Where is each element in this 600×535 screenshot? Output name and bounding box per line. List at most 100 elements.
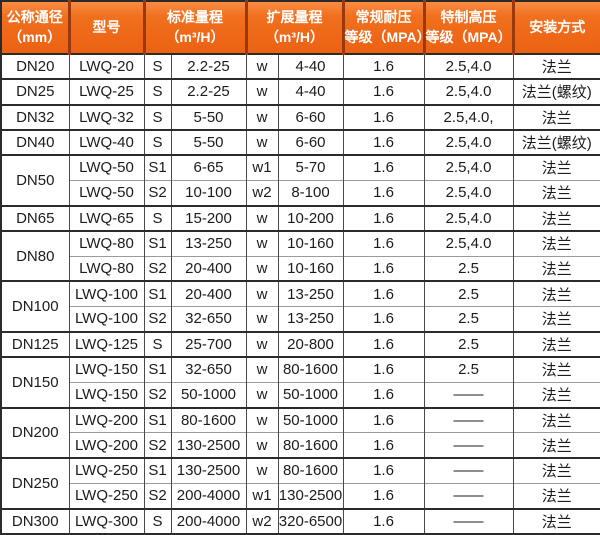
table-row: DN65 LWQ-65 S 15-200 w 10-200 1.6 2.5,4.0 法兰 xyxy=(0,204,600,231)
cell-extended-range-code: w xyxy=(245,229,278,256)
cell-normal-pressure-rating: 1.6 xyxy=(342,153,424,181)
cell-standard-range: 50-1000 xyxy=(170,381,246,408)
cell-nominal-diameter: DN125 xyxy=(0,330,69,357)
cell-extended-range: 80-1600 xyxy=(277,456,343,484)
cell-special-high-pressure-rating: 2.5,4.0 xyxy=(423,179,513,206)
cell-installation-method: 法兰 xyxy=(512,432,600,458)
cell-standard-range-code: S xyxy=(143,52,171,80)
cell-nominal-diameter: DN50 xyxy=(0,154,69,206)
cell-normal-pressure-rating: 1.6 xyxy=(342,432,424,458)
cell-standard-range: 32-650 xyxy=(170,355,246,383)
column-header-1: 公称通径 （mm） xyxy=(1,1,69,55)
table-row: LWQ-100 S2 32-650 w 13-250 1.6 2.5 法兰 xyxy=(1,305,600,332)
cell-extended-range-code: w xyxy=(245,280,278,307)
cell-normal-pressure-rating: 1.6 xyxy=(342,381,424,408)
cell-extended-range: 130-2500 xyxy=(277,482,343,509)
table-row: DN50 LWQ-50 S1 6-65 w1 5-70 1.6 2.5,4.0 法兰 xyxy=(0,153,600,206)
cell-normal-pressure-rating: 1.6 xyxy=(342,204,424,231)
cell-special-high-pressure-rating: —— xyxy=(423,432,513,458)
column-header-line: 扩展量程 xyxy=(266,8,323,25)
cell-standard-range-code: S2 xyxy=(143,381,171,408)
cell-standard-range: 2.2-25 xyxy=(170,78,246,105)
cell-extended-range-code: w xyxy=(245,255,278,282)
cell-extended-range: 10-200 xyxy=(277,204,343,231)
cell-standard-range-code: S1 xyxy=(143,229,171,256)
cell-standard-range: 5-50 xyxy=(170,128,246,155)
column-header-line: 常规耐压 xyxy=(355,8,412,25)
cell-standard-range-code: S1 xyxy=(143,406,171,433)
cell-normal-pressure-rating: 1.6 xyxy=(342,482,424,509)
cell-installation-method: 法兰 xyxy=(512,103,600,130)
column-header-4: 扩展量程 （m³/H） xyxy=(244,1,343,55)
cell-nominal-diameter: DN32 xyxy=(0,103,69,130)
cell-standard-range-code: S1 xyxy=(143,153,171,181)
cell-special-high-pressure-rating: —— xyxy=(423,456,513,484)
cell-model: LWQ-50 xyxy=(68,153,144,181)
cell-normal-pressure-rating: 1.6 xyxy=(342,179,424,206)
cell-standard-range: 5-50 xyxy=(170,103,246,130)
cell-normal-pressure-rating: 1.6 xyxy=(342,330,424,357)
column-header-line: 型号 xyxy=(92,18,121,35)
cell-standard-range: 130-2500 xyxy=(170,432,246,458)
cell-model: LWQ-150 xyxy=(68,381,144,408)
cell-model: LWQ-20 xyxy=(68,52,144,80)
cell-extended-range: 8-100 xyxy=(277,179,343,206)
cell-special-high-pressure-rating: 2.5 xyxy=(423,355,513,383)
cell-extended-range: 6-60 xyxy=(277,128,343,155)
cell-model: LWQ-25 xyxy=(68,78,144,105)
cell-model: LWQ-150 xyxy=(68,355,144,383)
column-header-3: 标准量程 （m³/H） xyxy=(142,1,246,55)
cell-model: LWQ-200 xyxy=(68,432,144,458)
cell-standard-range: 130-2500 xyxy=(170,456,246,484)
column-header-line: 特制高压 xyxy=(440,8,497,25)
column-header-line: 公称通径 xyxy=(6,8,63,25)
cell-installation-method: 法兰 xyxy=(512,179,600,206)
cell-nominal-diameter: DN300 xyxy=(0,507,69,534)
table-row: DN150 LWQ-150 S1 32-650 w 80-1600 1.6 2.5 法兰 xyxy=(0,355,600,408)
cell-special-high-pressure-rating: 2.5,4.0 xyxy=(423,128,513,155)
cell-extended-range-code: w xyxy=(245,305,278,332)
cell-extended-range: 50-1000 xyxy=(277,381,343,408)
table-row: DN250 LWQ-250 S1 130-2500 w 80-1600 1.6 —— 法兰 xyxy=(0,456,600,509)
column-header-line: 等级（MPA） xyxy=(425,28,512,45)
cell-extended-range-code: w1 xyxy=(245,482,278,509)
cell-extended-range-code: w xyxy=(245,330,278,357)
table-row: LWQ-50 S2 10-100 w2 8-100 1.6 2.5,4.0 法兰 xyxy=(1,179,600,206)
cell-standard-range-code: S xyxy=(143,128,171,155)
cell-standard-range: 13-250 xyxy=(170,229,246,256)
cell-installation-method: 法兰 xyxy=(512,52,600,80)
cell-installation-method: 法兰 xyxy=(512,229,600,256)
cell-special-high-pressure-rating: —— xyxy=(423,507,513,534)
cell-special-high-pressure-rating: 2.5,4.0, xyxy=(423,103,513,130)
column-header-line: （m³/H） xyxy=(264,28,325,45)
cell-standard-range-code: S2 xyxy=(143,305,171,332)
column-header-line: 标准量程 xyxy=(167,8,223,25)
cell-extended-range-code: w xyxy=(245,381,278,408)
cell-nominal-diameter: DN20 xyxy=(0,52,69,80)
cell-installation-method: 法兰 xyxy=(512,153,600,181)
cell-standard-range-code: S xyxy=(143,78,171,105)
cell-normal-pressure-rating: 1.6 xyxy=(342,103,424,130)
cell-extended-range: 13-250 xyxy=(277,280,343,307)
cell-installation-method: 法兰(螺纹) xyxy=(512,78,600,105)
cell-model: LWQ-50 xyxy=(68,179,144,206)
cell-model: LWQ-125 xyxy=(68,330,144,357)
cell-standard-range: 2.2-25 xyxy=(170,52,246,80)
cell-extended-range-code: w xyxy=(245,456,278,484)
cell-special-high-pressure-rating: 2.5,4.0 xyxy=(423,153,513,181)
cell-installation-method: 法兰 xyxy=(512,456,600,484)
cell-special-high-pressure-rating: 2.5 xyxy=(423,305,513,332)
cell-extended-range-code: w xyxy=(245,52,278,80)
cell-model: LWQ-80 xyxy=(68,229,144,256)
cell-model: LWQ-200 xyxy=(68,406,144,433)
cell-nominal-diameter: DN80 xyxy=(0,229,69,282)
cell-nominal-diameter: DN25 xyxy=(0,78,69,105)
cell-nominal-diameter: DN100 xyxy=(0,280,69,332)
cell-extended-range-code: w2 xyxy=(245,507,278,534)
cell-extended-range: 4-40 xyxy=(277,52,343,80)
cell-standard-range: 200-4000 xyxy=(170,482,246,509)
table-row: DN20 LWQ-20 S 2.2-25 w 4-40 1.6 2.5,4.0 法兰 xyxy=(0,52,600,80)
cell-standard-range-code: S xyxy=(143,330,171,357)
column-header-7: 安装方式 xyxy=(511,1,600,55)
cell-special-high-pressure-rating: 2.5,4.0 xyxy=(423,78,513,105)
